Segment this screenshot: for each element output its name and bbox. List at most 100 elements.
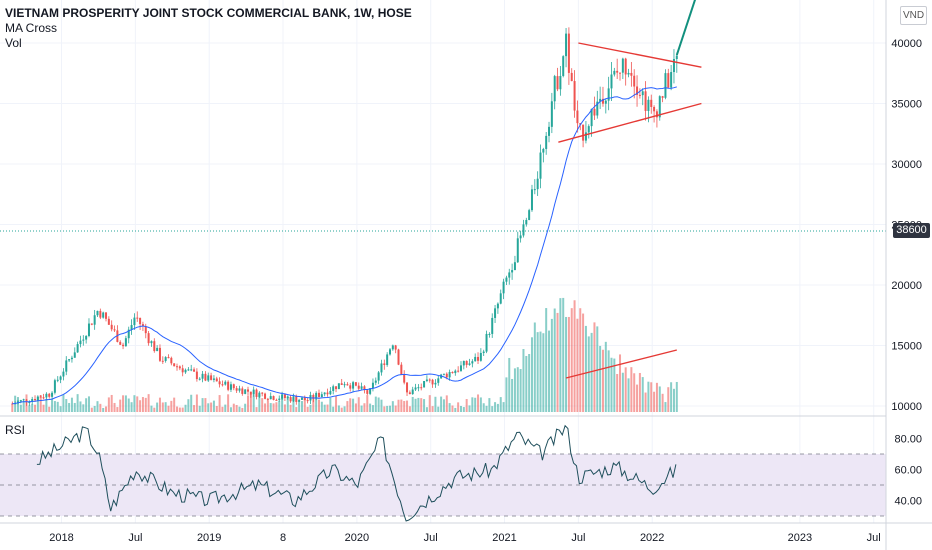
candle-body: [79, 340, 82, 345]
currency-button[interactable]: VND: [900, 6, 927, 25]
volume-bar: [485, 405, 488, 412]
candle-body: [457, 370, 460, 372]
candle-body: [638, 94, 641, 96]
candle-body: [601, 98, 604, 104]
candle-body: [352, 382, 355, 389]
volume-bar: [335, 395, 338, 412]
last-price-tag: 38600: [893, 223, 930, 238]
volume-bar: [317, 399, 320, 412]
volume-bar: [499, 397, 502, 412]
candle-body: [187, 369, 190, 371]
volume-bar: [156, 402, 159, 412]
volume-bar: [491, 406, 494, 412]
candle-body: [417, 387, 420, 389]
candle-body: [641, 91, 644, 96]
time-tick-label: 8: [280, 532, 286, 544]
triangle-lower-line: [558, 102, 702, 143]
volume-bar: [394, 405, 397, 412]
candle-body: [596, 101, 599, 116]
volume-bar: [264, 403, 267, 412]
candle-body: [22, 399, 25, 401]
candle-body: [105, 312, 108, 319]
volume-bar: [315, 396, 318, 412]
volume-bar: [360, 405, 363, 412]
time-tick-label: Jul: [571, 532, 585, 544]
volume-bar: [62, 394, 65, 412]
volume-bar: [494, 402, 497, 412]
candle-body: [661, 96, 664, 98]
volume-bar: [550, 318, 553, 412]
candle-body: [139, 317, 142, 325]
volume-bar: [289, 404, 292, 412]
volume-bar: [147, 394, 150, 412]
symbol-title[interactable]: VIETNAM PROSPERITY JOINT STOCK COMMERCIA…: [5, 6, 412, 20]
volume-bar: [298, 401, 301, 412]
candle-body: [258, 392, 261, 397]
volume-bar: [576, 318, 579, 412]
time-tick-label: 2019: [197, 532, 221, 544]
candle-body: [525, 219, 528, 225]
candle-body: [451, 371, 454, 374]
volume-bar: [548, 330, 551, 412]
time-axis: 2018 Jul 2019 8 2020 Jul 2021 Jul 2022 2023 Jul: [49, 532, 880, 544]
candle-body: [494, 308, 497, 318]
volume-bar: [130, 402, 133, 412]
candle-body: [53, 380, 56, 393]
indicator-ma-cross[interactable]: MA Cross: [5, 21, 58, 35]
volume-bar: [45, 398, 48, 412]
candle-body: [102, 312, 105, 318]
volume-bar: [377, 397, 380, 412]
candle-body: [371, 382, 374, 389]
volume-bar: [403, 400, 406, 412]
volume-bar: [420, 398, 423, 412]
volume-bar: [391, 401, 394, 412]
volume-bar: [255, 407, 258, 412]
volume-bar: [508, 357, 511, 412]
candle-body: [247, 389, 250, 392]
candle-body: [124, 338, 127, 347]
candle-body: [664, 73, 667, 98]
candle-body: [87, 323, 90, 336]
volume-bar: [212, 400, 215, 412]
volume-bar: [51, 398, 54, 412]
volume-bar: [417, 397, 420, 412]
candle-body: [255, 389, 258, 397]
indicator-vol[interactable]: Vol: [5, 36, 22, 50]
candle-body: [323, 392, 326, 395]
volume-bar: [127, 398, 130, 412]
volume-bar: [474, 397, 477, 412]
candle-body: [468, 363, 471, 365]
volume-bar: [482, 403, 485, 412]
volume-bar: [624, 367, 627, 412]
candle-body: [403, 374, 406, 383]
candle-body: [610, 74, 613, 89]
volume-bar: [312, 398, 315, 412]
candle-body: [567, 33, 570, 73]
volume-bar: [82, 404, 85, 412]
candle-body: [312, 394, 315, 399]
candle-body: [335, 386, 338, 390]
volume-bar: [562, 297, 565, 412]
volume-bar: [261, 398, 264, 412]
candle-body: [201, 373, 204, 379]
candle-body: [377, 372, 380, 381]
time-tick-label: 2023: [788, 532, 812, 544]
volume-bar: [292, 397, 295, 412]
volume-bar: [39, 395, 42, 412]
candle-body: [76, 344, 79, 353]
volume-bar: [533, 322, 536, 412]
rsi-tick-label: 40.00: [894, 496, 922, 508]
rsi-indicator-label[interactable]: RSI: [5, 423, 26, 437]
candle-body: [630, 72, 633, 76]
candle-body: [136, 317, 139, 319]
volume-bar: [22, 401, 25, 412]
volume-bar: [283, 404, 286, 412]
volume-bar: [110, 394, 113, 412]
candle-body: [420, 387, 423, 389]
candle-body: [380, 363, 383, 373]
chart-legend: VIETNAM PROSPERITY JOINT STOCK COMMERCIA…: [5, 6, 412, 51]
candle-body: [141, 324, 144, 327]
volume-bar: [357, 397, 360, 412]
volume-bar: [525, 355, 528, 412]
